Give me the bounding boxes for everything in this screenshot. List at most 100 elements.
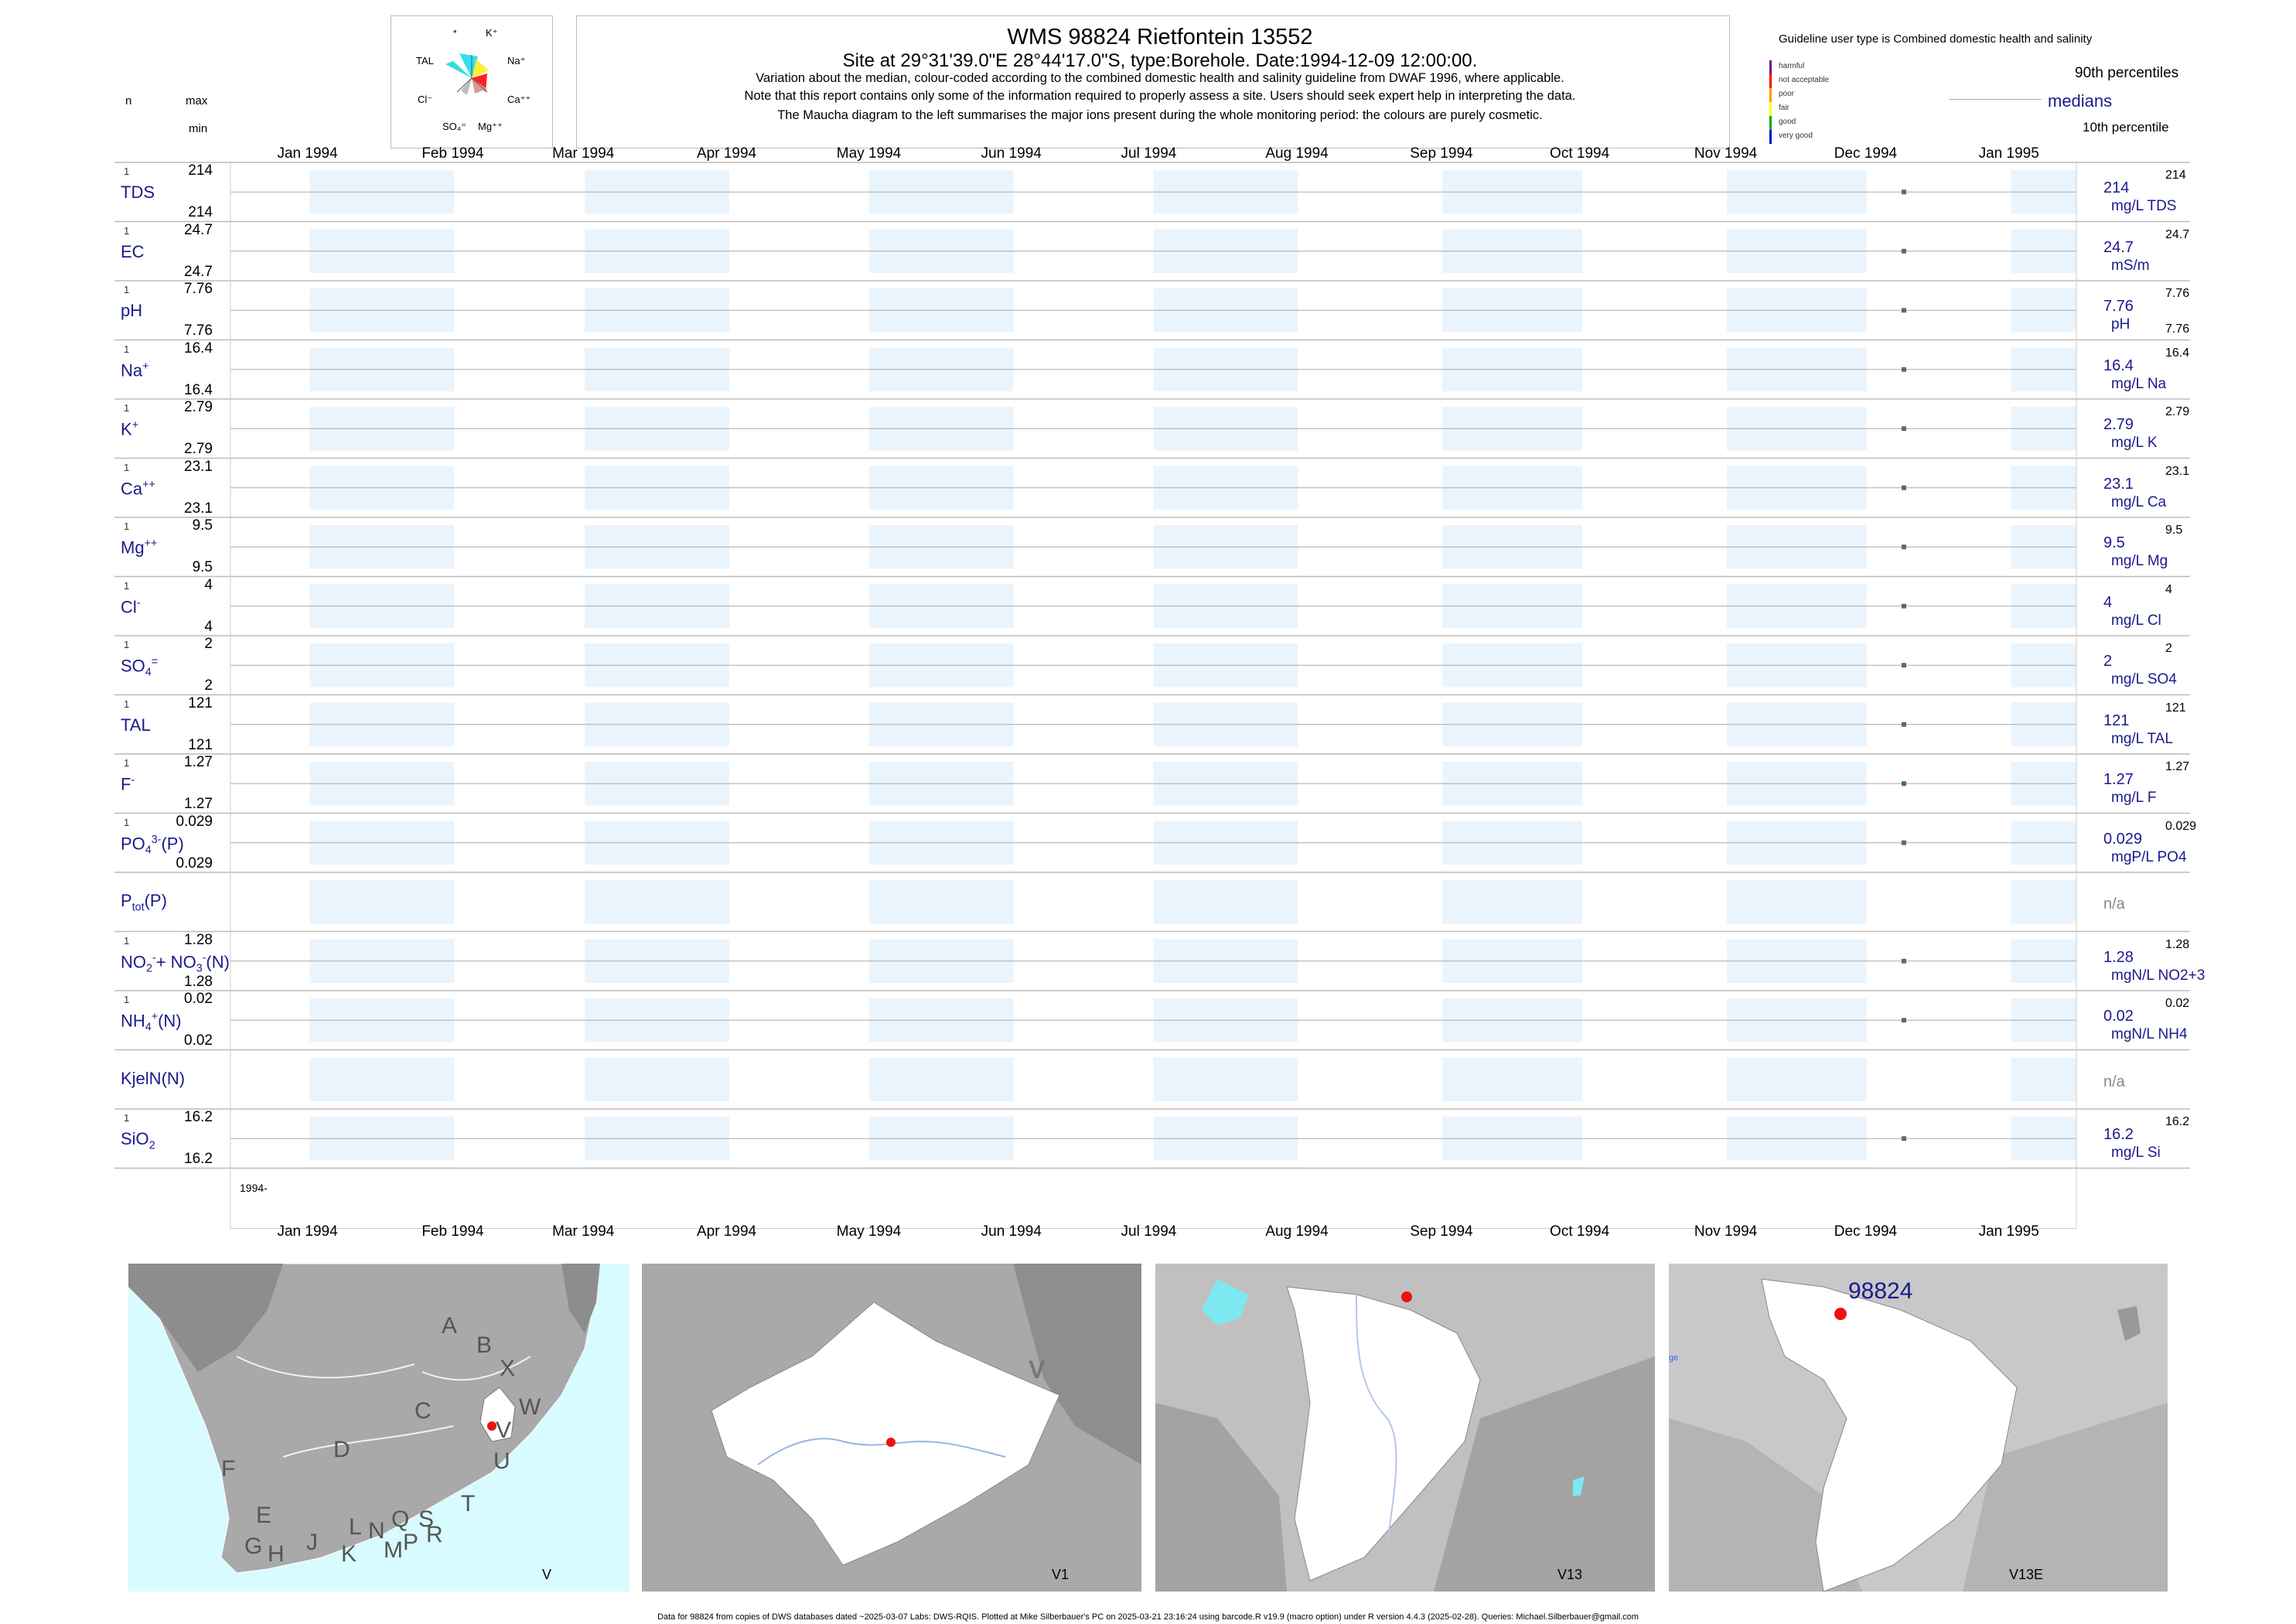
map-caption-v: V (542, 1567, 552, 1582)
time-series-plot (114, 162, 2190, 1229)
map-caption-v13: V13 (1557, 1567, 1583, 1582)
max-value-sio2: 16.2 (184, 1109, 213, 1125)
sample-point-cl (1901, 603, 1906, 609)
month-band (868, 1057, 1014, 1101)
legend-colour-bar (1769, 130, 1772, 144)
n-count-f: 1 (124, 757, 130, 769)
median-value-po4: 0.029 (2103, 830, 2143, 848)
month-band (1153, 1057, 1298, 1101)
n-count-mg: 1 (124, 520, 130, 532)
median-value-so4: 2 (2103, 653, 2113, 670)
month-tick-label: Sep 1994 (1410, 1223, 1473, 1240)
guideline-title: Guideline user type is Combined domestic… (1779, 32, 2093, 46)
legend-p10: 10th percentile (2083, 120, 2169, 135)
month-band (2011, 880, 2076, 924)
median-value-sio2: 16.2 (2103, 1126, 2134, 1143)
month-tick-label: Jan 1994 (277, 145, 338, 162)
n-count-so4: 1 (124, 639, 130, 650)
maucha-na-sector (472, 60, 489, 78)
median-value-ptot: n/a (2103, 896, 2125, 913)
chart-note-3: The Maucha diagram to the left summarise… (777, 108, 1543, 122)
unit-na: mg/L Na (2111, 375, 2167, 392)
region-letter-r: R (426, 1522, 443, 1547)
month-band (2011, 1057, 2076, 1101)
region-letter-j: J (306, 1530, 318, 1555)
month-tick-label: Dec 1994 (1834, 1223, 1898, 1240)
min-value-nh4: 0.02 (184, 1032, 213, 1049)
region-letter-u: U (493, 1448, 510, 1474)
min-value-sio2: 16.2 (184, 1151, 213, 1167)
n-count-ec: 1 (124, 224, 130, 237)
max-value-tds: 214 (188, 162, 213, 179)
legend-median-line (1949, 99, 2042, 100)
sample-point-ca (1901, 485, 1906, 490)
param-label-sio2: SiO2 (121, 1129, 155, 1152)
n-count-no2no3: 1 (124, 934, 130, 947)
title-box (576, 15, 1730, 148)
month-tick-label: Jan 1995 (1978, 145, 2039, 162)
param-label-mg: Mg++ (121, 537, 158, 558)
map-caption-v13e: V13E (2009, 1567, 2044, 1582)
region-letter-f: F (221, 1456, 235, 1482)
legend-colour-bar (1769, 116, 1772, 130)
unit-ph: pH (2111, 316, 2131, 333)
region-letter-e: E (256, 1503, 271, 1528)
legend-p90: 90th percentiles (2075, 65, 2179, 81)
median-value-tal: 121 (2103, 711, 2130, 729)
p90-value-tds: 214 (2165, 169, 2186, 182)
region-letter-q: Q (391, 1506, 409, 1532)
month-tick-label: Oct 1994 (1550, 1223, 1610, 1240)
month-tick-label: May 1994 (836, 1223, 902, 1240)
region-letter-h: H (268, 1541, 285, 1567)
chart-title: WMS 98824 Rietfontein 13552 (1007, 25, 1313, 49)
max-value-no2no3: 1.28 (184, 931, 213, 948)
n-count-ca: 1 (124, 461, 130, 473)
region-letter-v: V (496, 1418, 511, 1443)
min-value-mg: 9.5 (192, 559, 213, 575)
unit-k: mg/L K (2111, 435, 2158, 451)
column-max-header: max (186, 94, 208, 107)
p90-value-sio2: 16.2 (2165, 1115, 2190, 1128)
median-value-f: 1.27 (2103, 771, 2134, 788)
median-value-no2no3: 1.28 (2103, 948, 2134, 966)
sample-point-ec (1901, 248, 1906, 254)
n-count-na: 1 (124, 343, 130, 355)
legend-colour-bar (1769, 74, 1772, 88)
v13-catchment-map (1155, 1264, 1655, 1592)
n-count-ph: 1 (124, 284, 130, 295)
p90-value-ph: 7.76 (2165, 287, 2190, 300)
min-value-tds: 214 (188, 204, 213, 220)
month-tick-label: Feb 1994 (421, 1223, 484, 1240)
max-value-ph: 7.76 (184, 281, 213, 297)
legend-class-label: good (1779, 118, 1796, 126)
param-label-ptot: Ptot(P) (121, 891, 167, 914)
maucha-cl-label: Cl⁻ (418, 94, 432, 105)
max-value-na: 16.4 (184, 339, 213, 357)
region-letter-c: C (415, 1398, 432, 1424)
maucha-k-label: K⁺ (486, 27, 498, 39)
month-tick-label: Aug 1994 (1265, 145, 1329, 162)
min-value-cl: 4 (204, 618, 213, 635)
region-letter-l: L (349, 1514, 362, 1540)
sample-point-so4 (1901, 663, 1906, 668)
month-band (1153, 880, 1298, 924)
month-band (309, 1057, 455, 1101)
max-value-ca: 23.1 (184, 458, 213, 475)
n-count-k: 1 (124, 402, 130, 414)
sample-point-nh4 (1901, 1018, 1906, 1023)
param-label-so4: SO4= (121, 656, 159, 679)
param-label-na: Na+ (121, 360, 149, 380)
month-band (1442, 880, 1583, 924)
legend-class-label: not acceptable (1779, 76, 1830, 84)
sample-point-tal (1901, 722, 1906, 727)
n-count-tal: 1 (124, 698, 130, 710)
column-n-header: n (125, 94, 132, 107)
chart-note-2: Note that this report contains only some… (744, 89, 1576, 103)
min-value-so4: 2 (204, 677, 213, 694)
unit-ca: mg/L Ca (2111, 493, 2167, 510)
region-letter-k: K (341, 1541, 357, 1567)
site-marker-v1 (886, 1438, 896, 1447)
median-value-ca: 23.1 (2103, 475, 2134, 493)
max-value-k: 2.79 (184, 399, 213, 415)
